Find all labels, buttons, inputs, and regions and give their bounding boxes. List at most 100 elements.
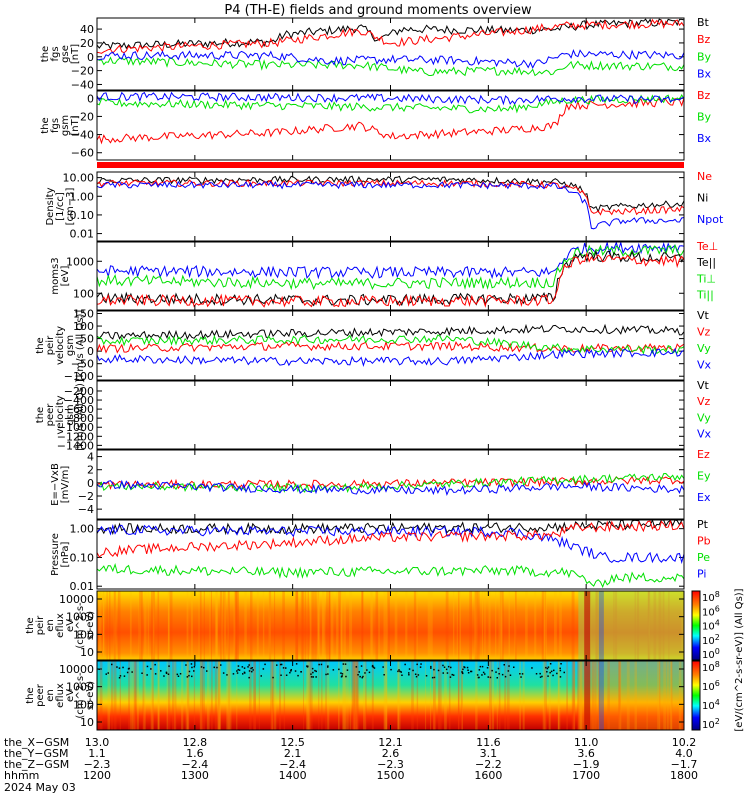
y-axis-label: the: [40, 46, 51, 62]
panel-frame: [96, 310, 685, 381]
spectrogram-stripe: [572, 661, 575, 730]
spectrogram-dot: [342, 663, 345, 665]
y-axis-label: velocity: [55, 395, 66, 434]
spectrogram-stripe: [477, 591, 480, 660]
spectrogram-stripe: [662, 591, 665, 660]
spectrogram-dot: [216, 666, 218, 669]
spectrogram-stripe: [579, 661, 583, 730]
series-bx-line: [96, 48, 685, 70]
spectrogram-stripe: [214, 661, 218, 730]
spectrogram-stripe: [271, 661, 275, 730]
y-axis-label: [cm−3]: [65, 188, 76, 226]
spectrogram-stripe: [157, 591, 160, 660]
spectrogram-stripe: [613, 591, 615, 660]
spectrogram-dot: [430, 665, 432, 668]
spectrogram-dot: [250, 667, 252, 670]
spectrogram-stripe: [387, 591, 390, 660]
y-axis-label: [km/s (All Qs)]: [75, 310, 86, 382]
spectrogram-stripe: [668, 591, 670, 660]
spectrogram-dot: [398, 669, 400, 671]
spectrogram-dot: [186, 676, 189, 678]
spectrogram-dot: [504, 675, 507, 678]
spectrogram-dot: [150, 668, 152, 670]
legend-by: By: [697, 50, 712, 63]
y-tick-label: −800: [64, 412, 94, 425]
spectrogram-dot: [123, 675, 126, 677]
series-ex-line: [96, 479, 685, 496]
y-axis-label: the: [35, 407, 46, 423]
spectrogram-dot: [244, 672, 246, 674]
spectrogram-stripe: [595, 661, 597, 730]
spectrogram-dot: [547, 675, 549, 677]
spectrogram-dot: [300, 671, 302, 673]
y-axis-label: (cm^2-s-: [75, 602, 86, 649]
spectrogram-dot: [371, 665, 374, 668]
spectrogram-dot: [400, 671, 402, 673]
spectrogram-stripe: [461, 661, 463, 730]
legend-vx: Vx: [697, 428, 712, 441]
spectrogram-dot: [285, 674, 288, 676]
series-ne-line: [96, 178, 685, 216]
spectrogram-stripe: [343, 591, 346, 660]
spectrogram-dot: [116, 666, 118, 668]
spectrogram-stripe: [576, 661, 580, 730]
spectrogram-dot: [556, 672, 558, 675]
y-tick-label: −1000: [57, 421, 94, 434]
legend-vt: Vt: [697, 379, 710, 392]
x-tick-label: 2.6: [382, 747, 400, 760]
spectrogram-dot: [276, 664, 278, 666]
spectrogram-dot: [419, 666, 422, 668]
y-tick-label: 2: [87, 464, 94, 477]
spectrogram-stripe: [223, 591, 227, 660]
spectrogram-dot: [248, 664, 250, 666]
spectrogram-stripe: [317, 591, 319, 660]
colorbar-tick-label: 102: [702, 633, 720, 647]
spectrogram-stripe: [227, 591, 230, 660]
spectrogram-dot: [160, 670, 162, 672]
legend-ey: Ey: [697, 470, 711, 483]
y-tick-label: −40: [71, 78, 94, 91]
y-tick-label: 100: [73, 287, 94, 300]
spectrogram-dot: [146, 674, 148, 676]
spectrogram-stripe: [416, 591, 418, 660]
spectrogram-dot: [383, 674, 385, 676]
spectrogram-stripe: [349, 591, 353, 660]
spectrogram-dot: [482, 671, 485, 674]
y-tick-label: −100: [64, 370, 94, 383]
panel-6: −200−400−600−800−1000−1200−1400 the peer ve…: [35, 379, 712, 452]
y-tick-label: 0.01: [70, 580, 95, 593]
spectrogram-dot: [408, 672, 410, 674]
spectrogram-dot: [360, 665, 363, 667]
spectrogram-stripe: [307, 661, 311, 730]
spectrogram-dot: [165, 672, 168, 674]
spectrogram-stripe: [254, 661, 256, 730]
x-axis-labels: the_X−GSM 13.0 12.8 12.5 12.1 11.6 11.0 10.2 the…: [4, 736, 698, 794]
spectrogram-dot: [498, 673, 500, 675]
spectrogram-stripe: [595, 591, 598, 660]
spectrogram-dot: [371, 664, 374, 667]
spectrogram-stripe: [671, 661, 673, 730]
spectrogram-stripe: [544, 591, 547, 660]
spectrogram-stripe: [268, 591, 271, 660]
spectrogram-stripe: [128, 661, 130, 730]
spectrogram-stripe: [166, 661, 169, 730]
spectrogram-stripe: [481, 591, 483, 660]
spectrogram-dot: [481, 674, 483, 676]
spectrogram-dot: [547, 666, 550, 668]
spectrogram-dot: [242, 673, 244, 675]
spectrogram-dot: [497, 667, 500, 670]
y-tick-label: −200: [64, 385, 94, 398]
spectrogram-stripe: [237, 591, 239, 660]
spectrogram-dot: [105, 673, 107, 675]
spectrogram-stripe: [147, 591, 150, 660]
spectrogram-stripe: [398, 661, 401, 730]
spectrogram-dot: [539, 676, 542, 678]
spectrogram-dot: [417, 674, 420, 676]
spectrogram-stripe: [310, 661, 313, 730]
spectrogram-dot: [478, 676, 480, 679]
y-axis-label: eV: [65, 619, 76, 632]
spectrogram-stripe: [507, 661, 510, 730]
spectrogram-dot: [496, 677, 498, 679]
spectrogram-stripe: [489, 661, 491, 730]
spectrogram-stripe: [106, 591, 108, 660]
